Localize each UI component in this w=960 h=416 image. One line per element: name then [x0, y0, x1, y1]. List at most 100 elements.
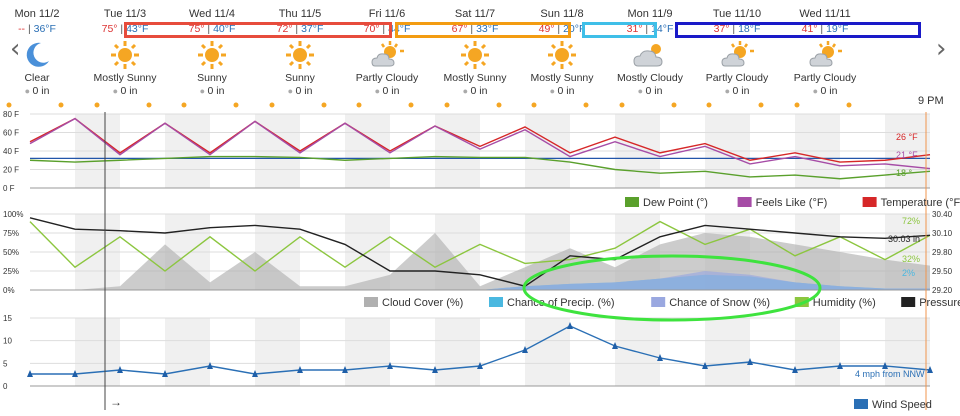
highlight-box-cyan	[582, 22, 657, 38]
day-column: Mon 11/2 -- | 36°F Clear ● 0 in	[0, 8, 80, 98]
raindrop-icon: ●	[199, 86, 208, 96]
day-condition: Mostly Sunny	[443, 72, 507, 84]
day-column: Tue 11/3 75° | 43°F Mostly Sunny ● 0 in	[82, 8, 168, 98]
y-tick-label: 60 F	[3, 129, 19, 138]
low-temp: 43°F	[126, 23, 149, 35]
day-precip: ● 0 in	[169, 85, 255, 98]
precip-amount: 0 in	[732, 85, 750, 97]
day-column: Mon 11/9 31° | 14°F Mostly Cloudy ● 0 in	[607, 8, 693, 98]
day-precip: ● 0 in	[0, 85, 80, 98]
y2-tick-label: 29.50	[932, 267, 953, 276]
highlight-box-orange	[395, 22, 571, 38]
day-date: Tue 11/10	[712, 8, 762, 20]
series-end-label: 72%	[902, 216, 920, 226]
night-band	[525, 318, 570, 386]
prev-arrow[interactable]: ‹	[10, 34, 21, 64]
wind-arrow-marker	[612, 342, 618, 349]
highlight-box-blue	[675, 22, 921, 38]
day-date: Sun 11/8	[540, 8, 584, 20]
series-end-label: 18 °	[896, 168, 913, 178]
day-condition: Clear	[24, 72, 50, 84]
moon-icon	[0, 38, 80, 72]
legend-swatch	[651, 297, 666, 307]
time-label: 9 PM	[918, 95, 944, 107]
low-temp: 19°F	[826, 23, 849, 35]
raindrop-icon: ●	[637, 86, 646, 96]
wind-arrow-marker	[837, 362, 843, 369]
day-condition: Sunny	[285, 72, 315, 84]
sunset-marker	[233, 102, 239, 108]
partly-cloudy-icon	[694, 38, 780, 72]
series-end-label: 4 mph from NNW	[855, 369, 925, 379]
sunrise-marker	[444, 102, 450, 108]
y2-tick-label: 30.10	[932, 229, 953, 238]
series-end-label: 26 °F	[896, 132, 918, 142]
y-tick-label: 15	[3, 314, 12, 323]
y-tick-label: 50%	[3, 248, 19, 257]
night-band	[345, 318, 390, 386]
night-band	[75, 318, 120, 386]
precip-amount: 0 in	[382, 85, 400, 97]
wind-arrow-marker	[792, 366, 798, 373]
precip-amount: 0 in	[207, 85, 225, 97]
sunrise-marker	[356, 102, 362, 108]
low-temp: 40°F	[213, 23, 236, 35]
y-tick-label: 0 F	[3, 184, 15, 193]
raindrop-icon: ●	[812, 86, 821, 96]
day-precip: ● 0 in	[607, 85, 693, 98]
precip-amount: 0 in	[645, 85, 663, 97]
y-tick-label: 0	[3, 382, 8, 391]
legend-label: Pressure. (in)	[919, 297, 960, 309]
high-temp: 75°	[101, 23, 118, 35]
legend-swatch	[489, 297, 503, 307]
temp-range: 75° | 43°F	[101, 23, 149, 35]
day-date: Wed 11/11	[799, 8, 851, 20]
y-tick-label: 20 F	[3, 166, 19, 175]
day-date: Wed 11/4	[188, 8, 236, 20]
wind-arrow-marker	[567, 322, 573, 329]
raindrop-icon: ●	[724, 86, 733, 96]
day-date: Mon 11/2	[14, 8, 60, 20]
legend-label: Humidity (%)	[813, 297, 876, 309]
raindrop-icon: ●	[112, 86, 121, 96]
temp-range: 70° | 44°F	[363, 23, 411, 35]
day-column: Sat 11/7 67° | 33°F Mostly Sunny ● 0 in	[432, 8, 518, 98]
legend-label: Chance of Precip. (%)	[507, 297, 615, 309]
wind-arrow-marker	[882, 362, 888, 369]
low-temp: 44°F	[388, 23, 411, 35]
night-band	[255, 318, 300, 386]
day-condition: Mostly Sunny	[93, 72, 157, 84]
wind-arrow-marker	[387, 362, 393, 369]
highlight-ellipse	[522, 254, 822, 322]
next-arrow[interactable]: ›	[936, 34, 947, 64]
sunrise-marker	[6, 102, 12, 108]
day-column: Sun 11/8 49° | 20°F Mostly Sunny ● 0 in	[519, 8, 605, 98]
temp-range: 72° | 37°F	[276, 23, 324, 35]
high-temp: --	[18, 23, 26, 35]
day-date: Tue 11/3	[103, 8, 147, 20]
high-temp: 37°	[713, 23, 730, 35]
series-end-label: 21 °F	[896, 150, 918, 160]
wind-arrow-marker	[477, 362, 483, 369]
line-dew-point-	[29, 155, 931, 180]
wind-arrow-marker	[927, 366, 933, 373]
sunrise-marker	[619, 102, 625, 108]
high-temp: 72°	[276, 23, 293, 35]
legend-swatch	[625, 197, 639, 207]
sunrise-marker	[94, 102, 100, 108]
sunset-marker	[408, 102, 414, 108]
y-tick-label: 75%	[3, 229, 19, 238]
partly-cloudy-icon	[344, 38, 430, 72]
low-temp: 18°F	[738, 23, 761, 35]
day-column: Wed 11/4 75° | 40°F Sunny ● 0 in	[169, 8, 255, 98]
temp-range: -- | 36°F	[18, 23, 56, 35]
sunrise-marker	[794, 102, 800, 108]
temp-range: 75° | 40°F	[188, 23, 236, 35]
sun-icon	[169, 38, 255, 72]
day-date: Sat 11/7	[454, 8, 496, 20]
sunset-marker	[321, 102, 327, 108]
precip-amount: 0 in	[557, 85, 575, 97]
day-date: Mon 11/9	[627, 8, 673, 20]
wind-arrow-marker	[342, 366, 348, 373]
precip-amount: 0 in	[295, 85, 313, 97]
